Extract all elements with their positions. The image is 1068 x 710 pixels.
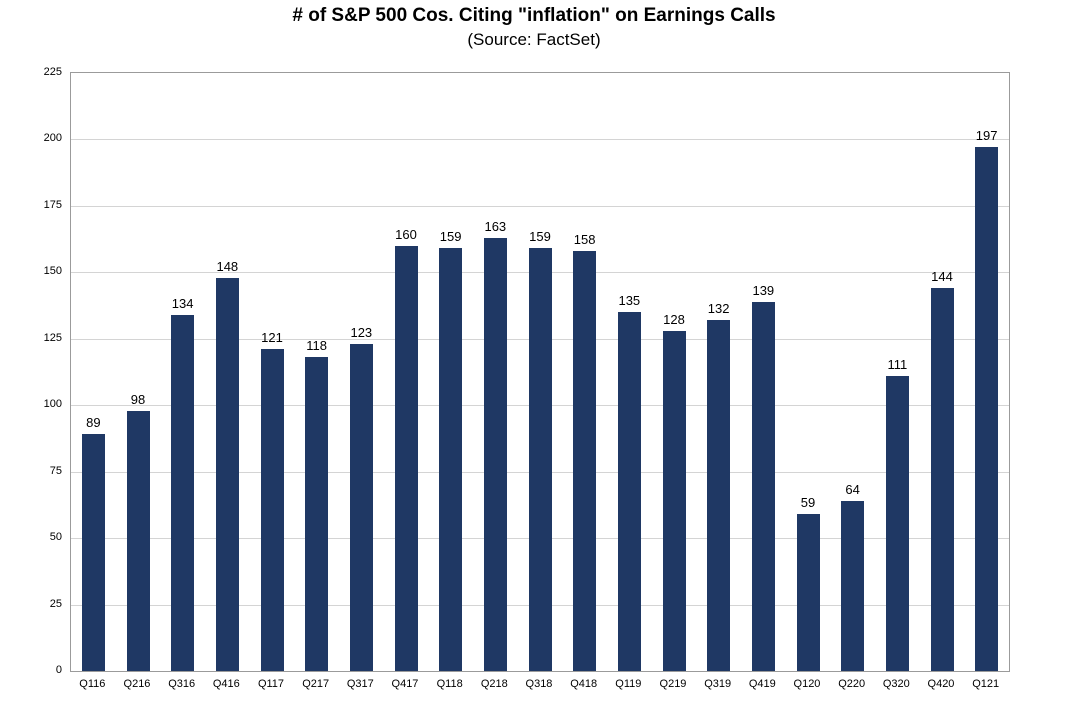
bar-Q116: [81, 434, 105, 671]
bar-value-label: 135: [618, 293, 641, 308]
bar-Q216: [126, 411, 150, 671]
y-tick-label: 50: [49, 531, 62, 544]
bar-Q419: [751, 302, 775, 671]
x-tick-label: Q220: [838, 678, 866, 690]
bar-Q320: [885, 376, 909, 671]
bar-Q317: [349, 344, 373, 671]
bar-value-label: 123: [350, 325, 373, 340]
bar-value-label: 121: [261, 330, 283, 345]
bar-value-label: 148: [216, 259, 239, 274]
x-tick-label: Q420: [927, 678, 955, 690]
x-tick-label: Q319: [704, 678, 732, 690]
x-tick-label: Q120: [793, 678, 821, 690]
bar-value-label: 139: [752, 283, 775, 298]
y-tick-label: 175: [43, 198, 62, 211]
x-tick-label: Q219: [659, 678, 687, 690]
bar-value-label: 132: [707, 301, 730, 316]
bar-Q219: [662, 331, 686, 671]
x-tick-label: Q320: [882, 678, 910, 690]
bar-Q217: [305, 357, 329, 671]
bar-Q120: [796, 514, 820, 671]
plot-area: 89 98 134 148 121 118 123 160 159 163 159 158 135 128…: [70, 72, 1010, 672]
x-tick-label: Q316: [168, 678, 196, 690]
bar-Q417: [394, 246, 418, 671]
bar-Q121: [975, 147, 999, 671]
y-tick-label: 150: [43, 265, 62, 278]
bar-Q319: [707, 320, 731, 671]
gridline: [71, 205, 1009, 207]
bar-Q117: [260, 349, 284, 671]
bar-Q418: [573, 251, 597, 671]
x-tick-label: Q416: [212, 678, 240, 690]
x-tick-label: Q317: [346, 678, 374, 690]
bar-Q420: [930, 288, 954, 671]
y-tick-label: 200: [43, 132, 62, 145]
bar-value-label: 111: [887, 357, 908, 372]
y-tick-label: 75: [49, 464, 62, 477]
y-tick-label: 225: [43, 66, 62, 78]
x-tick-label: Q216: [123, 678, 151, 690]
chart-subtitle: (Source: FactSet): [467, 30, 601, 49]
y-tick-label: 100: [43, 398, 62, 411]
x-tick-label: Q217: [302, 678, 330, 690]
bar-value-label: 159: [529, 229, 551, 244]
x-axis: Q116 Q216 Q316 Q416 Q117 Q217 Q317 Q417 Q118 Q218…: [70, 678, 1010, 698]
bar-value-label: 128: [663, 312, 685, 327]
bar-Q316: [171, 315, 195, 671]
bar-value-label: 160: [395, 227, 417, 242]
y-tick-label: 25: [49, 597, 62, 610]
bar-value-label: 64: [845, 482, 860, 497]
bar-value-label: 197: [975, 128, 998, 143]
bar-value-label: 89: [86, 415, 101, 430]
bar-Q119: [617, 312, 641, 671]
x-tick-label: Q318: [525, 678, 553, 690]
x-tick-label: Q117: [257, 678, 285, 690]
bar-value-label: 98: [130, 392, 146, 407]
bar-Q118: [439, 248, 463, 671]
x-tick-label: Q418: [570, 678, 598, 690]
bar-Q218: [483, 238, 507, 671]
x-tick-label: Q419: [748, 678, 776, 690]
y-tick-label: 125: [43, 331, 62, 344]
gridline: [71, 139, 1009, 141]
x-tick-label: Q218: [480, 678, 508, 690]
x-tick-label: Q119: [615, 678, 642, 690]
x-tick-label: Q116: [79, 678, 106, 690]
bar-value-label: 144: [931, 269, 953, 284]
bar-value-label: 163: [484, 219, 507, 234]
bar-value-label: 159: [439, 229, 462, 244]
x-tick-label: Q118: [436, 678, 463, 690]
bar-Q318: [528, 248, 552, 671]
x-tick-label: Q121: [972, 678, 1000, 690]
bar-Q416: [215, 278, 239, 671]
bar-value-label: 158: [573, 232, 596, 247]
bar-Q220: [841, 501, 865, 671]
x-tick-label: Q417: [391, 678, 419, 690]
bar-value-label: 118: [306, 338, 328, 353]
y-tick-label: 0: [55, 664, 62, 676]
chart-title: # of S&P 500 Cos. Citing "inflation" on …: [292, 5, 776, 26]
bar-value-label: 59: [800, 495, 816, 510]
bar-value-label: 134: [171, 296, 194, 311]
